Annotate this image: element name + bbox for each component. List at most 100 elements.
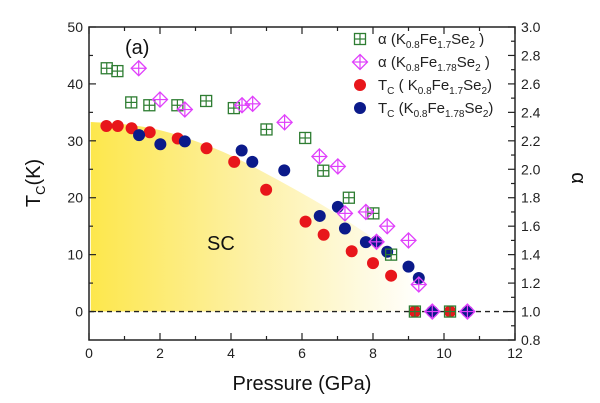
data-marks (100, 59, 476, 320)
y-right-tick-label: 1.2 (521, 275, 541, 291)
y-right-tick-label: 2.4 (521, 104, 541, 120)
data-point (111, 64, 124, 78)
y-right-tick-label: 1.8 (521, 190, 541, 206)
data-point (299, 131, 312, 145)
data-point (125, 96, 138, 109)
data-point (384, 248, 398, 261)
data-point (176, 101, 194, 118)
y-right-tick-label: 1.0 (521, 304, 541, 320)
y-left-title-rest: (K) (23, 159, 45, 186)
data-point (368, 233, 385, 251)
x-tick-label: 4 (227, 345, 235, 361)
data-point (235, 144, 248, 157)
data-point (200, 142, 213, 155)
data-point (111, 120, 124, 133)
x-tick-label: 6 (298, 345, 306, 361)
y-right-tick-label: 1.4 (521, 247, 541, 263)
data-point (408, 305, 422, 318)
data-point (246, 155, 259, 168)
data-point (313, 209, 326, 222)
data-point (244, 95, 262, 113)
y-left-tick-label: 0 (75, 304, 83, 320)
y-left-tick-label: 40 (67, 76, 83, 92)
y-right-tick-label: 0.8 (521, 332, 541, 348)
y-right-tick-label: 2.6 (521, 76, 541, 92)
sc-region-shading (90, 122, 423, 312)
series-0 (100, 62, 457, 318)
x-axis: 0 2 4 6 8 10 12 (85, 27, 523, 361)
data-point (367, 257, 379, 270)
data-point (276, 113, 294, 131)
legend-label: TC (K0.8Fe1.78Se2) (378, 100, 493, 120)
legend-marker (354, 102, 366, 114)
data-point (443, 305, 457, 318)
data-point (260, 183, 273, 196)
legend-label: α (K0.8Fe1.78Se2 ) (378, 54, 490, 74)
legend-item: TC (K0.8Fe1.78Se2) (354, 100, 493, 120)
legend-item: TC ( K0.8Fe1.7Se2) (354, 77, 492, 97)
x-tick-label: 8 (369, 345, 377, 361)
data-point (331, 200, 344, 213)
data-point (178, 135, 191, 148)
data-point (143, 126, 156, 139)
x-tick-label: 2 (156, 345, 164, 361)
data-point (345, 245, 358, 258)
data-point (402, 260, 415, 273)
data-point (228, 155, 241, 168)
data-point (133, 129, 146, 142)
x-tick-label: 10 (436, 345, 452, 361)
y-axis-right: 0.8 1.0 1.2 1.4 1.6 1.8 2.0 2.2 2.4 2.6 2.8 3.0 (508, 19, 541, 348)
data-point (317, 164, 330, 177)
data-point (130, 59, 148, 77)
y-left-title-main: T (23, 195, 45, 207)
data-point (359, 236, 372, 249)
y-left-tick-label: 30 (67, 133, 83, 149)
y-axis-left: 0 10 20 30 40 50 (67, 19, 96, 320)
data-point (336, 204, 354, 222)
x-axis-title: Pressure (GPa) (233, 373, 372, 395)
legend-marker (351, 53, 369, 71)
y-right-tick-label: 2.2 (521, 133, 541, 149)
x-tick-label: 12 (507, 345, 523, 361)
data-point (310, 148, 328, 165)
data-point (329, 158, 347, 175)
x-tick-label: 0 (85, 345, 93, 361)
data-point (385, 269, 398, 282)
y-left-tick-label: 20 (67, 190, 83, 206)
data-point (260, 123, 273, 136)
data-point (100, 62, 113, 75)
data-point (278, 164, 291, 177)
data-point (423, 303, 441, 320)
data-point (367, 207, 380, 220)
data-point (199, 94, 213, 108)
sc-region-label: SC (207, 233, 235, 255)
data-point (410, 276, 428, 293)
data-point (317, 228, 330, 241)
y-right-tick-label: 2.0 (521, 161, 541, 177)
data-point (342, 191, 356, 204)
y-right-tick-label: 2.8 (521, 47, 541, 63)
data-point (357, 203, 375, 221)
legend: α (K0.8Fe1.7Se2 ) α (K0.8Fe1.78Se2 ) TC ( … (351, 31, 493, 120)
y-left-tick-label: 10 (67, 247, 83, 263)
data-point (378, 217, 396, 235)
data-point (154, 138, 167, 151)
legend-label: α (K0.8Fe1.7Se2 ) (378, 31, 484, 51)
data-point (400, 231, 417, 249)
legend-item: α (K0.8Fe1.7Se2 ) (353, 31, 484, 51)
y-left-tick-label: 50 (67, 19, 83, 35)
y-axis-right-title: α (567, 172, 589, 184)
panel-label: (a) (125, 37, 149, 59)
legend-item: α (K0.8Fe1.78Se2 ) (351, 53, 490, 74)
data-point (459, 303, 476, 320)
data-point (299, 215, 312, 228)
legend-label: TC ( K0.8Fe1.7Se2) (378, 77, 492, 97)
data-point (100, 120, 113, 133)
data-point (151, 91, 169, 108)
series-3 (133, 129, 474, 318)
legend-marker (353, 32, 367, 46)
data-point (143, 99, 156, 112)
legend-marker (354, 79, 366, 91)
series-1 (130, 59, 476, 320)
